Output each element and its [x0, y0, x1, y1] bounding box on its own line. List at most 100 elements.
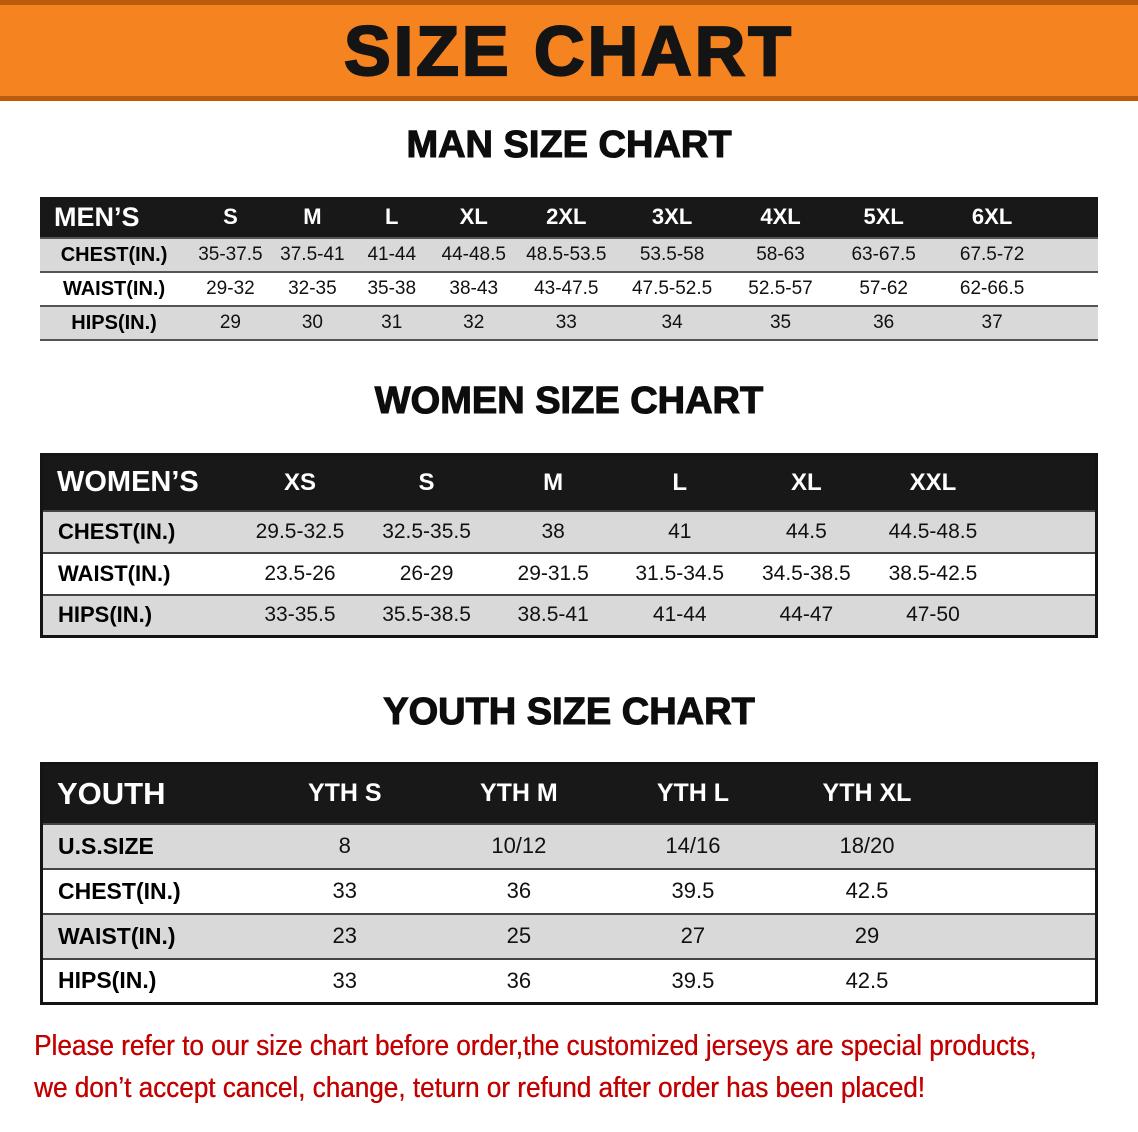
table-cell: 31 — [381, 312, 403, 333]
table-cell: 33 — [555, 312, 577, 333]
table-cell: 57-62 — [859, 278, 908, 299]
table-row: CHEST(IN.) 29.5-32.5 32.5-35.5 38 41 44.… — [41, 510, 1097, 553]
table-cell: 23.5-26 — [264, 561, 336, 585]
table-cell: 43-47.5 — [534, 278, 599, 299]
youth-section-heading: YOUTH SIZE CHART — [383, 690, 756, 733]
spacer-cell — [996, 553, 1096, 595]
column-header: 5XL — [833, 197, 934, 238]
column-header: XS — [236, 454, 364, 511]
table-cell: 41-44 — [367, 244, 417, 265]
column-header: 3XL — [616, 197, 728, 238]
table-cell: 33 — [332, 878, 358, 903]
table-cell: 44-47 — [779, 603, 834, 627]
column-header: S — [363, 454, 490, 511]
table-cell: 31.5-34.5 — [635, 561, 725, 585]
table-cell: 25 — [506, 923, 532, 948]
table-cell: 63-67.5 — [851, 244, 916, 265]
table-row: HIPS(IN.) 29 30 31 32 33 34 35 36 37 — [40, 306, 1098, 340]
table-cell: 35-38 — [367, 278, 417, 299]
women-size-table: WOMEN’S XS S M L XL XXL CHEST(IN.) 29.5-… — [40, 453, 1098, 638]
table-cell: 41 — [668, 519, 692, 543]
table-cell: 37 — [981, 312, 1003, 333]
table-cell: 23 — [332, 923, 358, 948]
row-label: CHEST(IN.) — [58, 518, 176, 544]
table-cell: 38 — [541, 519, 565, 543]
table-cell: 52.5-57 — [748, 278, 813, 299]
column-header: L — [616, 454, 744, 511]
table-cell: 27 — [680, 923, 706, 948]
row-label: U.S.SIZE — [58, 832, 154, 859]
men-size-chart-section: MAN SIZE CHART MEN’S S M L XL 2XL 3XL 4X… — [0, 123, 1138, 341]
table-cell: 33 — [332, 967, 358, 993]
table-cell: 38.5-41 — [517, 603, 589, 627]
table-cell: 18/20 — [839, 833, 895, 858]
table-cell: 10/12 — [491, 833, 547, 858]
column-header: M — [272, 197, 353, 238]
men-header-row: MEN’S S M L XL 2XL 3XL 4XL 5XL 6XL — [40, 197, 1098, 238]
table-cell: 38-43 — [449, 278, 499, 299]
row-label: HIPS(IN.) — [71, 311, 157, 334]
spacer-cell — [1050, 238, 1098, 272]
spacer-cell — [1050, 272, 1098, 306]
spacer-cell — [1050, 197, 1098, 238]
table-cell: 26-29 — [399, 561, 454, 585]
men-table-title-cell: MEN’S — [40, 197, 189, 238]
spacer-cell — [954, 959, 1096, 1004]
notice-line-1: Please refer to our size chart before or… — [34, 1030, 1037, 1062]
footer-notice: Please refer to our size chart before or… — [34, 1025, 1122, 1109]
table-cell: 48.5-53.5 — [526, 244, 607, 265]
row-label: WAIST(IN.) — [62, 277, 166, 300]
table-cell: 41-44 — [652, 603, 707, 627]
men-size-table: MEN’S S M L XL 2XL 3XL 4XL 5XL 6XL CHEST… — [40, 197, 1098, 341]
spacer-cell — [954, 824, 1096, 869]
column-header: L — [352, 197, 432, 238]
column-header: YTH M — [431, 763, 606, 824]
spacer-cell — [996, 454, 1097, 511]
table-cell: 29 — [219, 312, 241, 333]
column-header: XL — [743, 454, 870, 511]
table-cell: 42.5 — [845, 878, 889, 903]
table-cell: 36 — [506, 878, 532, 903]
row-label: WAIST(IN.) — [58, 560, 171, 586]
youth-size-table: YOUTH YTH S YTH M YTH L YTH XL U.S.SIZE … — [40, 762, 1098, 1005]
table-cell: 39.5 — [671, 967, 715, 993]
table-cell: 36 — [873, 312, 895, 333]
table-row: CHEST(IN.) 35-37.5 37.5-41 41-44 44-48.5… — [40, 238, 1098, 272]
table-cell: 47-50 — [906, 603, 960, 627]
women-header-row: WOMEN’S XS S M L XL XXL — [41, 454, 1097, 511]
table-cell: 29-31.5 — [517, 561, 589, 585]
table-cell: 39.5 — [671, 878, 715, 903]
table-cell: 30 — [301, 312, 323, 333]
table-cell: 32 — [463, 312, 485, 333]
row-label: HIPS(IN.) — [58, 602, 153, 628]
spacer-cell — [996, 595, 1096, 637]
spacer-cell — [954, 869, 1096, 914]
row-label: HIPS(IN.) — [58, 967, 157, 994]
youth-size-chart-section: YOUTH SIZE CHART YOUTH YTH S YTH M YTH L… — [0, 690, 1138, 1005]
column-header: YTH XL — [779, 763, 955, 824]
table-row: HIPS(IN.) 33 36 39.5 42.5 — [41, 958, 1097, 1004]
spacer-cell — [996, 511, 1096, 553]
column-header: YTH S — [257, 763, 432, 824]
women-size-chart-section: WOMEN SIZE CHART WOMEN’S XS S M L XL XXL — [0, 379, 1138, 638]
row-label: WAIST(IN.) — [58, 922, 176, 949]
row-label: CHEST(IN.) — [58, 877, 181, 904]
table-cell: 47.5-52.5 — [631, 278, 713, 299]
table-cell: 53.5-58 — [639, 244, 705, 265]
column-header: 4XL — [727, 197, 834, 238]
banner: SIZE CHART — [0, 0, 1138, 101]
table-cell: 33-35.5 — [264, 603, 336, 627]
column-header: XL — [431, 197, 517, 238]
table-cell: 29-32 — [206, 278, 255, 299]
column-header: 2XL — [516, 197, 617, 238]
table-row: WAIST(IN.) 23.5-26 26-29 29-31.5 31.5-34… — [41, 552, 1097, 595]
column-header: YTH L — [605, 763, 780, 824]
table-cell: 44-48.5 — [441, 244, 506, 265]
youth-header-row: YOUTH YTH S YTH M YTH L YTH XL — [41, 763, 1097, 824]
youth-table-title-cell: YOUTH — [41, 763, 258, 824]
table-cell: 34.5-38.5 — [761, 561, 851, 585]
table-cell: 58-63 — [756, 244, 805, 265]
notice-line-2: we don’t accept cancel, change, teturn o… — [34, 1072, 925, 1104]
table-cell: 32-35 — [288, 278, 337, 299]
page-title: SIZE CHART — [343, 11, 794, 90]
